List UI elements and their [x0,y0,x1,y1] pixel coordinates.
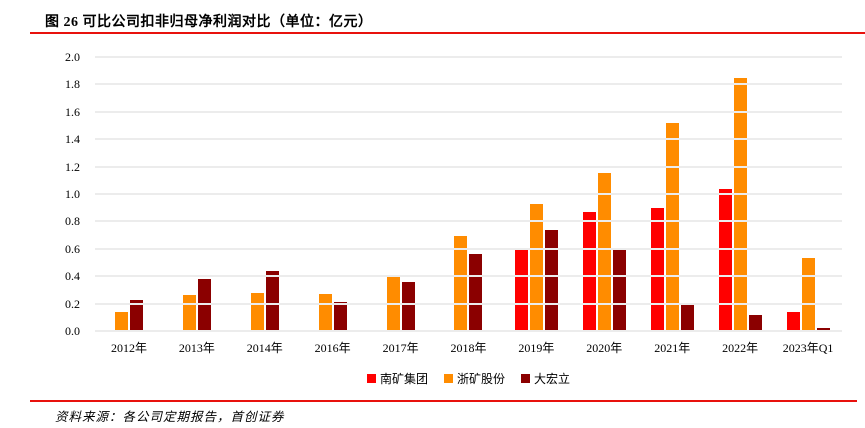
y-tick-label: 1.6 [65,104,80,119]
bar-南矿集团 [650,207,664,331]
y-tick-label: 1.4 [65,132,80,147]
bar-浙矿股份 [454,236,468,331]
x-tick-label: 2023年Q1 [782,341,834,355]
legend-swatch-icon [521,374,530,383]
bar-南矿集团 [786,311,800,331]
y-tick-label: 1.0 [65,187,80,201]
source-note: 资料来源：各公司定期报告，首创证券 [55,410,285,424]
bar-浙矿股份 [182,295,196,331]
gridline [95,275,842,278]
footer-divider [30,400,857,402]
gridline [95,302,842,305]
gridline [95,56,842,58]
bar-大宏立 [129,299,143,331]
gridline [95,83,842,86]
x-tick-label: 2016年 [314,341,351,355]
y-tick-label: 0.4 [65,269,80,284]
bar-大宏立 [748,314,762,331]
x-tick-label: 2019年 [518,341,555,355]
x-tick-label: 2017年 [382,341,419,355]
figure-title: 图 26 可比公司扣非归母净利润对比（单位：亿元） [45,15,373,30]
y-tick-label: 0.0 [65,324,80,338]
bar-group-2014年 [231,57,299,331]
bar-大宏立 [401,281,415,331]
bar-大宏立 [816,328,830,331]
bar-group-2022年 [706,57,774,331]
y-tick-label: 2.0 [65,50,80,64]
chart-legend: 南矿集团 浙矿股份 大宏立 [95,370,842,387]
bar-group-2018年 [435,57,503,331]
legend-item-南矿集团: 南矿集团 [366,370,428,387]
bar-浙矿股份 [250,292,264,331]
gridline [95,110,842,113]
x-tick-label: 2022年 [722,341,759,355]
bar-浙矿股份 [597,173,611,331]
bar-浙矿股份 [733,77,747,331]
bar-浙矿股份 [318,294,332,331]
bar-groups [95,57,842,331]
title-divider [30,32,865,34]
legend-label: 南矿集团 [379,372,428,386]
gridline [95,138,842,141]
bar-浙矿股份 [114,311,128,331]
legend-label: 大宏立 [534,372,571,386]
legend-swatch-icon [443,374,453,383]
bar-group-2021年 [638,57,706,331]
y-tick-label: 0.6 [65,241,80,256]
gridline [95,193,842,195]
bar-大宏立 [680,304,694,331]
gridline [95,330,842,332]
bar-大宏立 [333,302,347,331]
y-tick-label: 0.8 [65,214,80,229]
bar-南矿集团 [718,188,732,331]
gridline [95,165,842,168]
y-tick-label: 1.8 [65,77,80,92]
legend-label: 浙矿股份 [456,372,505,386]
bar-group-2020年 [570,57,638,331]
x-tick-label: 2013年 [178,341,215,355]
legend-item-大宏立: 大宏立 [521,370,570,387]
bar-大宏立 [544,229,558,331]
bar-大宏立 [265,270,279,331]
bar-大宏立 [469,254,483,331]
bar-group-2012年 [95,57,163,331]
y-tick-label: 0.2 [65,296,80,311]
bar-chart-plot-area [95,56,842,332]
bar-浙矿股份 [529,203,543,331]
bar-浙矿股份 [801,258,815,331]
legend-item-浙矿股份: 浙矿股份 [443,370,505,387]
bar-group-2019年 [502,57,570,331]
x-tick-label: 2014年 [246,341,283,355]
bar-南矿集团 [582,211,596,331]
x-tick-label: 2018年 [450,341,487,355]
y-tick-label: 1.2 [65,159,80,174]
bar-大宏立 [197,278,211,331]
gridline [95,220,842,223]
bar-大宏立 [612,250,626,331]
bar-浙矿股份 [665,122,679,331]
x-tick-label: 2021年 [654,341,691,355]
gridline [95,247,842,250]
x-tick-label: 2012年 [110,341,147,355]
bar-南矿集团 [514,248,528,331]
x-tick-label: 2020年 [586,341,623,355]
legend-swatch-icon [366,374,376,383]
